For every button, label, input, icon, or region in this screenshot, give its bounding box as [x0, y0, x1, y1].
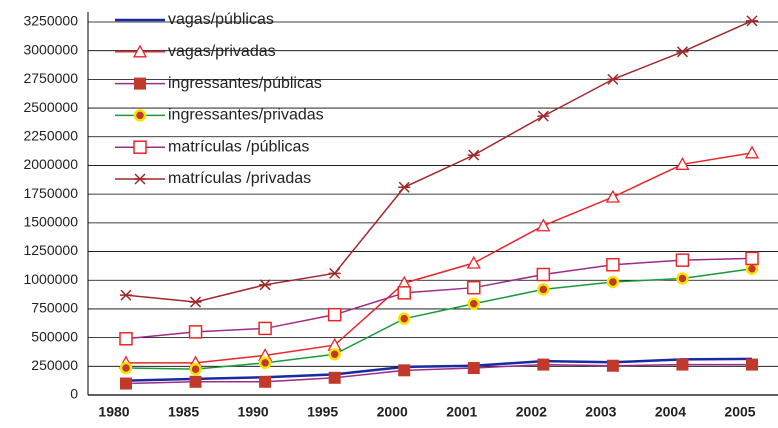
marker [676, 358, 689, 371]
marker [606, 359, 619, 372]
x-tick-label: 2003 [585, 404, 616, 420]
marker [745, 262, 759, 276]
legend-label: vagas/privadas [168, 43, 276, 60]
marker [120, 289, 132, 301]
marker [467, 280, 481, 295]
y-tick-label: 2000000 [23, 156, 78, 172]
y-tick-label: 1500000 [23, 214, 78, 230]
marker [189, 362, 202, 376]
legend-label: ingressantes/privadas [168, 107, 324, 124]
marker [119, 361, 133, 375]
series-line [125, 363, 752, 385]
legend-marker [134, 173, 146, 185]
marker [606, 257, 620, 272]
marker [258, 321, 272, 336]
y-tick-label: 0 [70, 386, 78, 402]
marker [189, 375, 202, 388]
legend-marker [133, 140, 147, 154]
marker [675, 253, 690, 267]
marker [467, 149, 480, 161]
marker [328, 371, 341, 384]
marker [120, 377, 132, 390]
legend-marker [134, 77, 146, 90]
marker [536, 218, 551, 232]
x-tick-label: 2002 [516, 404, 547, 420]
marker [189, 296, 202, 308]
marker [676, 46, 689, 58]
marker [398, 364, 411, 377]
marker [744, 145, 760, 159]
y-tick-label: 1250000 [23, 242, 78, 258]
marker [745, 251, 759, 266]
marker [537, 358, 550, 371]
y-tick-label: 3250000 [23, 13, 78, 29]
series-line [126, 152, 753, 364]
legend-label: ingressantes/públicas [168, 75, 322, 92]
marker [258, 356, 272, 370]
y-tick-label: 1750000 [23, 185, 78, 201]
marker [259, 375, 272, 388]
marker [467, 362, 480, 375]
y-tick-label: 1000000 [23, 271, 78, 287]
y-tick-label: 2250000 [23, 127, 78, 143]
x-tick-label: 1980 [98, 404, 129, 420]
y-tick-label: 250000 [31, 357, 78, 373]
marker [675, 156, 690, 170]
series-line [125, 357, 753, 382]
y-tick-label: 2750000 [23, 70, 78, 86]
legend-marker [133, 109, 147, 122]
marker [328, 348, 341, 361]
marker [467, 297, 481, 311]
marker [328, 267, 341, 279]
x-tick-label: 2000 [377, 404, 408, 420]
legend-label: matrículas /privadas [168, 170, 311, 187]
marker [327, 307, 342, 322]
marker [397, 312, 411, 325]
x-tick-label: 1995 [307, 404, 338, 420]
marker [259, 279, 272, 291]
x-tick-label: 2005 [724, 404, 755, 420]
y-tick-label: 2500000 [23, 99, 78, 115]
marker [119, 332, 133, 346]
marker [536, 267, 551, 282]
legend-label: matrículas /públicas [168, 138, 309, 155]
marker [676, 272, 689, 285]
marker [746, 15, 758, 27]
y-tick-label: 3000000 [23, 41, 78, 57]
marker [537, 110, 550, 122]
x-tick-label: 1990 [238, 404, 269, 420]
series-line [125, 257, 753, 340]
y-tick-label: 500000 [31, 328, 78, 344]
marker [398, 181, 411, 193]
marker [606, 73, 619, 85]
series-line [125, 20, 753, 303]
marker [188, 325, 203, 339]
x-tick-label: 2004 [655, 404, 686, 420]
x-tick-label: 2001 [446, 404, 477, 420]
marker [537, 283, 550, 296]
marker [606, 275, 620, 289]
marker [746, 358, 758, 371]
legend-marker [132, 44, 148, 58]
legend-label: vagas/públicas [168, 11, 274, 28]
marker [466, 255, 481, 269]
marker [605, 189, 620, 203]
y-tick-label: 750000 [31, 300, 78, 316]
x-tick-label: 1985 [168, 404, 199, 420]
series-line [125, 268, 753, 370]
marker [397, 286, 411, 300]
